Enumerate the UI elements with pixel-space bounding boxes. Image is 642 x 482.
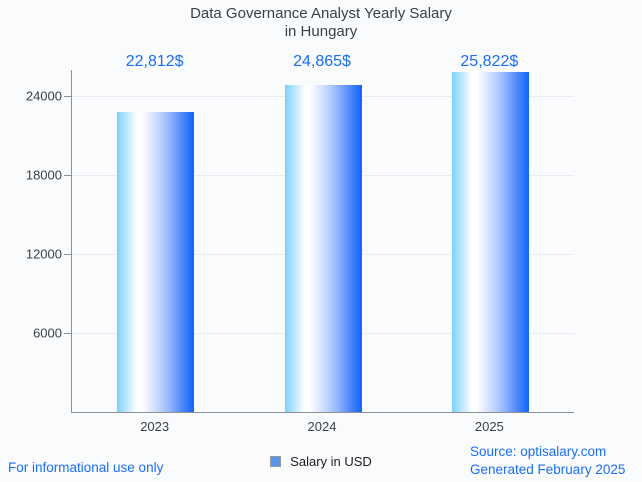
x-axis-label-2024: 2024 <box>307 419 337 434</box>
y-tick-12000 <box>64 254 72 256</box>
x-axis-label-2023: 2023 <box>140 419 170 434</box>
y-axis-label-18000: 18000 <box>25 167 62 183</box>
x-axis-label-2025: 2025 <box>474 419 504 434</box>
bar-2025[interactable] <box>451 72 529 412</box>
y-tick-24000 <box>64 96 72 98</box>
source-block: Source: optisalary.com Generated Februar… <box>470 443 625 479</box>
value-label-2023: 22,812$ <box>125 53 184 70</box>
y-axis-label-6000: 6000 <box>33 325 62 341</box>
bar-2024[interactable] <box>284 84 362 412</box>
generated-date: Generated February 2025 <box>470 462 626 477</box>
source-link[interactable]: Source: optisalary.com <box>470 444 607 459</box>
legend-swatch-icon <box>270 456 282 467</box>
disclaimer-text: For informational use only <box>8 460 164 475</box>
y-tick-18000 <box>64 175 72 177</box>
chart-title-line-1: Data Governance Analyst Yearly Salary <box>190 5 452 22</box>
value-label-2024: 24,865$ <box>293 53 351 70</box>
y-axis-label-12000: 12000 <box>25 246 62 262</box>
chart-title: Data Governance Analyst Yearly Salary in… <box>0 5 642 41</box>
y-tick-6000 <box>64 333 72 335</box>
legend: Salary in USD <box>0 454 642 469</box>
chart-title-line-2: in Hungary <box>284 23 358 40</box>
legend-label: Salary in USD <box>290 454 372 469</box>
plot-area <box>64 70 574 413</box>
y-axis-label-24000: 24000 <box>25 88 62 104</box>
value-label-2025: 25,822$ <box>460 53 519 70</box>
bar-2023[interactable] <box>117 111 195 412</box>
